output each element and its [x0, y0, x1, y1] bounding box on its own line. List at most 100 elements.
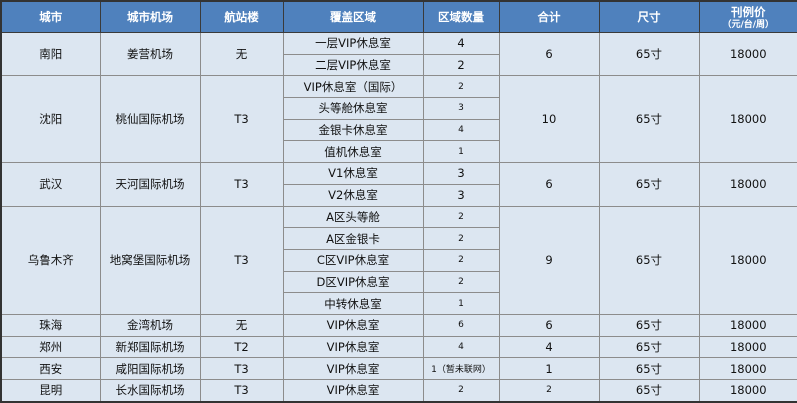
city-cell: 郑州	[1, 336, 100, 358]
count-cell: 2	[423, 271, 499, 293]
header-row: 城市 城市机场 航站楼 覆盖区域 区域数量 合计 尺寸 刊例价（元/台/周）	[1, 1, 797, 33]
airport-cell: 金湾机场	[100, 314, 200, 336]
area-cell: VIP休息室	[283, 314, 423, 336]
size-cell: 65寸	[599, 76, 699, 163]
area-cell: VIP休息室	[283, 380, 423, 402]
city-cell: 珠海	[1, 314, 100, 336]
count-cell: 4	[423, 33, 499, 55]
size-cell: 65寸	[599, 33, 699, 76]
terminal-cell: 无	[200, 33, 283, 76]
price-cell: 18000	[699, 206, 797, 314]
terminal-cell: 无	[200, 314, 283, 336]
header-size: 尺寸	[599, 1, 699, 33]
area-cell: D区VIP休息室	[283, 271, 423, 293]
total-cell: 10	[499, 76, 599, 163]
terminal-cell: T3	[200, 380, 283, 402]
total-cell: 6	[499, 314, 599, 336]
count-cell: 3	[423, 184, 499, 206]
price-cell: 18000	[699, 336, 797, 358]
header-terminal: 航站楼	[200, 1, 283, 33]
area-cell: 值机休息室	[283, 141, 423, 163]
area-cell: VIP休息室（国际）	[283, 76, 423, 98]
terminal-cell: T3	[200, 163, 283, 206]
area-cell: V1休息室	[283, 163, 423, 185]
area-cell: 中转休息室	[283, 293, 423, 315]
airport-cell: 桃仙国际机场	[100, 76, 200, 163]
header-area: 覆盖区域	[283, 1, 423, 33]
count-cell: 6	[423, 314, 499, 336]
count-cell: 1（暂未联网）	[423, 358, 499, 380]
count-cell: 2	[423, 249, 499, 271]
total-cell: 1	[499, 358, 599, 380]
size-cell: 65寸	[599, 336, 699, 358]
area-cell: 金银卡休息室	[283, 119, 423, 141]
header-price: 刊例价（元/台/周）	[699, 1, 797, 33]
size-cell: 65寸	[599, 314, 699, 336]
area-cell: 一层VIP休息室	[283, 33, 423, 55]
price-cell: 18000	[699, 380, 797, 402]
airport-cell: 地窝堡国际机场	[100, 206, 200, 314]
city-cell: 乌鲁木齐	[1, 206, 100, 314]
total-cell: 6	[499, 163, 599, 206]
airport-cell: 新郑国际机场	[100, 336, 200, 358]
city-cell: 昆明	[1, 380, 100, 402]
total-cell: 9	[499, 206, 599, 314]
airport-cell: 长水国际机场	[100, 380, 200, 402]
terminal-cell: T3	[200, 358, 283, 380]
area-cell: A区头等舱	[283, 206, 423, 228]
count-cell: 2	[423, 76, 499, 98]
count-cell: 2	[423, 380, 499, 402]
count-cell: 2	[423, 54, 499, 76]
city-cell: 武汉	[1, 163, 100, 206]
terminal-cell: T3	[200, 76, 283, 163]
area-cell: A区金银卡	[283, 228, 423, 250]
price-label: 刊例价	[731, 5, 766, 19]
price-cell: 18000	[699, 358, 797, 380]
size-cell: 65寸	[599, 358, 699, 380]
count-cell: 4	[423, 119, 499, 141]
price-cell: 18000	[699, 76, 797, 163]
airport-cell: 姜营机场	[100, 33, 200, 76]
airport-cell: 天河国际机场	[100, 163, 200, 206]
count-cell: 3	[423, 98, 499, 120]
header-total: 合计	[499, 1, 599, 33]
area-cell: 头等舱休息室	[283, 98, 423, 120]
city-cell: 西安	[1, 358, 100, 380]
count-cell: 1	[423, 293, 499, 315]
city-cell: 南阳	[1, 33, 100, 76]
count-cell: 3	[423, 163, 499, 185]
area-cell: V2休息室	[283, 184, 423, 206]
price-cell: 18000	[699, 33, 797, 76]
size-cell: 65寸	[599, 206, 699, 314]
size-cell: 65寸	[599, 380, 699, 402]
count-cell: 2	[423, 206, 499, 228]
area-cell: VIP休息室	[283, 336, 423, 358]
area-cell: 二层VIP休息室	[283, 54, 423, 76]
price-cell: 18000	[699, 163, 797, 206]
count-cell: 2	[423, 228, 499, 250]
header-airport: 城市机场	[100, 1, 200, 33]
total-cell: 4	[499, 336, 599, 358]
total-cell: 2	[499, 380, 599, 402]
count-cell: 1	[423, 141, 499, 163]
airport-cell: 咸阳国际机场	[100, 358, 200, 380]
price-unit: （元/台/周）	[700, 20, 797, 30]
city-cell: 沈阳	[1, 76, 100, 163]
price-cell: 18000	[699, 314, 797, 336]
size-cell: 65寸	[599, 163, 699, 206]
header-city: 城市	[1, 1, 100, 33]
terminal-cell: T2	[200, 336, 283, 358]
area-cell: VIP休息室	[283, 358, 423, 380]
header-count: 区域数量	[423, 1, 499, 33]
area-cell: C区VIP休息室	[283, 249, 423, 271]
total-cell: 6	[499, 33, 599, 76]
